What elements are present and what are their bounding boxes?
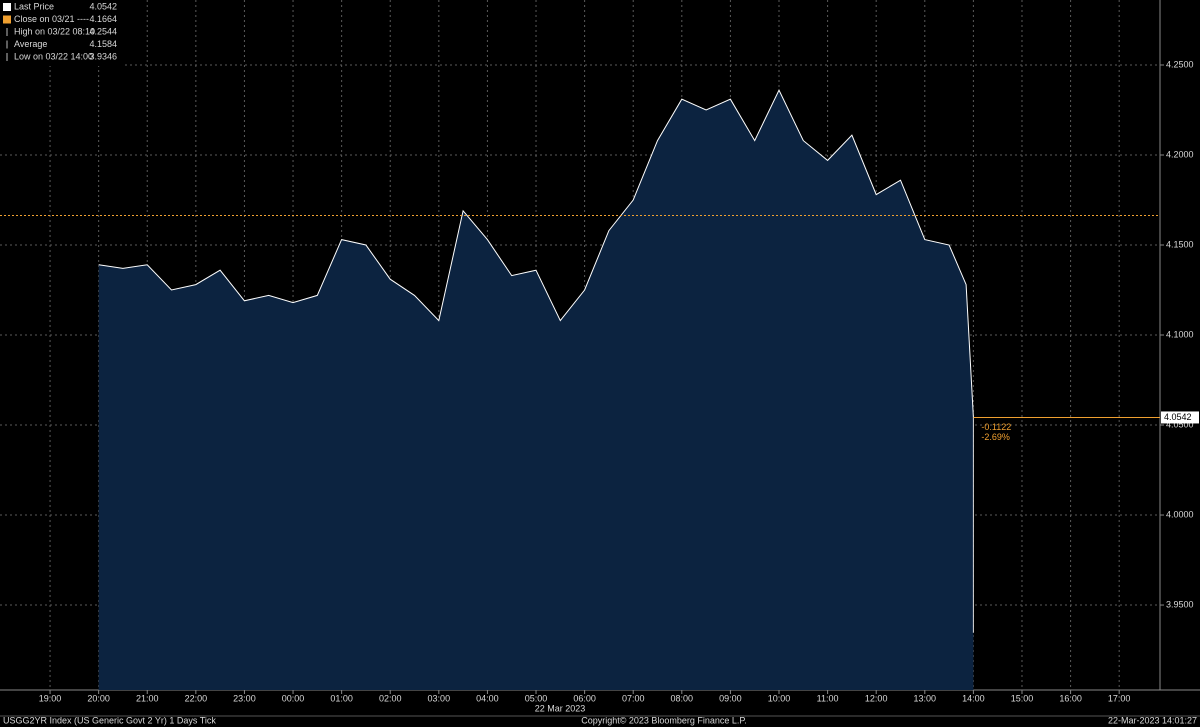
- footer-right: 22-Mar-2023 14:01:27: [1108, 715, 1197, 725]
- x-tick-label: 14:00: [962, 693, 985, 703]
- x-tick-label: 07:00: [622, 693, 645, 703]
- x-tick-label: 22:00: [185, 693, 208, 703]
- date-label: 22 Mar 2023: [535, 703, 586, 713]
- legend-value: 4.1664: [89, 14, 117, 24]
- last-price-label: 4.0542: [1164, 412, 1192, 422]
- x-tick-label: 13:00: [914, 693, 937, 703]
- change-pct-label: -2.69%: [981, 432, 1010, 442]
- x-tick-label: 21:00: [136, 693, 159, 703]
- x-tick-label: 20:00: [87, 693, 110, 703]
- x-tick-label: 10:00: [768, 693, 791, 703]
- legend-value: 3.9346: [89, 51, 117, 61]
- x-tick-label: 15:00: [1011, 693, 1034, 703]
- last-price-box: [1161, 411, 1199, 424]
- change-label: -0.1122: [981, 422, 1011, 432]
- legend-name: Low on 03/22 14:00: [14, 51, 93, 61]
- x-tick-label: 11:00: [817, 693, 839, 703]
- legend-swatch: [3, 3, 11, 11]
- legend-swatch: [3, 15, 11, 24]
- x-tick-label: 16:00: [1059, 693, 1082, 703]
- price-line: [98, 89, 974, 418]
- legend-value: 4.2544: [89, 26, 117, 36]
- y-tick-label: 4.1000: [1166, 329, 1194, 339]
- x-tick-label: 08:00: [671, 693, 694, 703]
- x-tick-label: 04:00: [476, 693, 499, 703]
- legend-name: Last Price: [14, 1, 54, 11]
- x-tick-label: 00:00: [282, 693, 305, 703]
- x-tick-label: 03:00: [428, 693, 451, 703]
- x-tick-label: 19:00: [39, 693, 62, 703]
- x-tick-label: 05:00: [525, 693, 548, 703]
- x-tick-label: 02:00: [379, 693, 402, 703]
- legend-value: 4.1584: [89, 39, 117, 49]
- y-tick-label: 3.9500: [1166, 599, 1194, 609]
- x-tick-label: 12:00: [865, 693, 888, 703]
- x-tick-label: 09:00: [719, 693, 742, 703]
- legend-value: 4.0542: [89, 1, 117, 11]
- x-tick-label: 17:00: [1108, 693, 1131, 703]
- y-tick-label: 4.0500: [1166, 419, 1194, 429]
- y-tick-label: 4.1500: [1166, 239, 1194, 249]
- y-tick-label: 4.0000: [1166, 509, 1194, 519]
- x-tick-label: 06:00: [573, 693, 596, 703]
- legend-box: [0, 0, 124, 66]
- y-tick-label: 4.2500: [1166, 59, 1194, 69]
- x-tick-label: 01:00: [330, 693, 353, 703]
- y-tick-label: 4.2000: [1166, 149, 1194, 159]
- legend-name: High on 03/22 08:10: [14, 26, 95, 36]
- footer-center: Copyright© 2023 Bloomberg Finance L.P.: [581, 715, 747, 725]
- x-tick-label: 23:00: [233, 693, 256, 703]
- footer-left: USGG2YR Index (US Generic Govt 2 Yr) 1 D…: [3, 715, 216, 725]
- legend-name: Close on 03/21 ----: [14, 14, 89, 24]
- legend-name: Average: [14, 39, 47, 49]
- area: [98, 90, 974, 690]
